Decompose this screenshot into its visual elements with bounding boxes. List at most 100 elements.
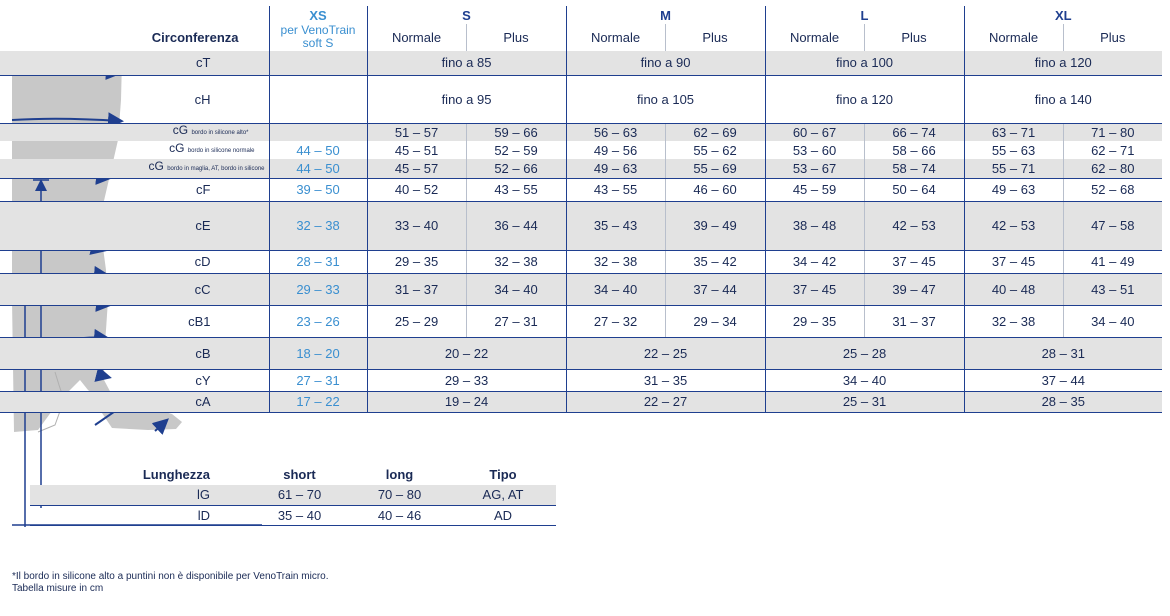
l-normale-value: 37 – 45 bbox=[764, 273, 864, 306]
table-row-cC: cC 29 – 33 31 – 37 34 – 40 34 – 40 37 – … bbox=[0, 273, 1162, 306]
s-normale-value: 31 – 37 bbox=[366, 273, 466, 306]
table-row-cT: cT fino a 85 fino a 90 fino a 100 fino a… bbox=[0, 51, 1162, 76]
m-value: 22 – 25 bbox=[565, 337, 765, 370]
table-row-cG-silicone-normale: cG bordo in silicone normale 44 – 50 45 … bbox=[0, 141, 1162, 159]
m-plus-value: 55 – 69 bbox=[664, 159, 765, 179]
short-header: short bbox=[283, 467, 316, 482]
l-plus: Plus bbox=[863, 24, 964, 51]
xs-value: 39 – 50 bbox=[268, 178, 367, 202]
l-normale-value: 53 – 67 bbox=[764, 159, 864, 179]
m-plus-value: 35 – 42 bbox=[664, 250, 765, 274]
l-plus-value: 66 – 74 bbox=[863, 123, 964, 141]
l-value: fino a 100 bbox=[764, 51, 964, 76]
s-plus-value: 32 – 38 bbox=[465, 250, 566, 274]
m-normale: Normale bbox=[565, 24, 665, 51]
m-plus-value: 37 – 44 bbox=[664, 273, 765, 306]
table-row-cA: cA 17 – 22 19 – 24 22 – 27 25 – 31 28 – … bbox=[0, 391, 1162, 413]
row-label: cB1 bbox=[0, 305, 269, 338]
row-label: cD bbox=[0, 250, 269, 274]
size-l: L bbox=[764, 6, 964, 24]
l-plus-value: 39 – 47 bbox=[863, 273, 964, 306]
table-row-cB: cB 18 – 20 20 – 22 22 – 25 25 – 28 28 – … bbox=[0, 337, 1162, 370]
xl-value: 37 – 44 bbox=[963, 369, 1162, 392]
s-normale-value: 40 – 52 bbox=[366, 178, 466, 202]
s-normale-value: 33 – 40 bbox=[366, 201, 466, 251]
s-plus-value: 43 – 55 bbox=[465, 178, 566, 202]
footnote-units: Tabella misure in cm bbox=[12, 583, 104, 594]
table-row-cD: cD 28 – 31 29 – 35 32 – 38 32 – 38 35 – … bbox=[0, 250, 1162, 274]
length-table-wrap: Lunghezza short long Tipo lG 61 – 70 70 … bbox=[30, 464, 556, 526]
row-label: cA bbox=[0, 391, 269, 413]
s-plus-value: 34 – 40 bbox=[465, 273, 566, 306]
row-label: cH bbox=[0, 75, 269, 124]
tipo-value: AD bbox=[450, 505, 556, 526]
xs-value: 29 – 33 bbox=[268, 273, 367, 306]
m-normale-value: 27 – 32 bbox=[565, 305, 665, 338]
l-plus-value: 42 – 53 bbox=[863, 201, 964, 251]
l-value: 25 – 31 bbox=[764, 391, 964, 413]
table-row-cE: cE 32 – 38 33 – 40 36 – 44 35 – 43 39 – … bbox=[0, 201, 1162, 251]
l-normale-value: 29 – 35 bbox=[764, 305, 864, 338]
s-plus-value: 27 – 31 bbox=[465, 305, 566, 338]
row-label: cG bordo in silicone normale bbox=[0, 141, 269, 159]
l-normale-value: 34 – 42 bbox=[764, 250, 864, 274]
xl-value: 28 – 35 bbox=[963, 391, 1162, 413]
row-label: cY bbox=[0, 369, 269, 392]
s-normale: Normale bbox=[366, 24, 466, 51]
xl-normale-value: 63 – 71 bbox=[963, 123, 1063, 141]
long-value: 40 – 46 bbox=[349, 505, 450, 526]
xl-plus-value: 34 – 40 bbox=[1062, 305, 1162, 338]
m-value: fino a 105 bbox=[565, 75, 765, 124]
xl-plus-value: 47 – 58 bbox=[1062, 201, 1162, 251]
long-header: long bbox=[385, 467, 414, 482]
m-value: 31 – 35 bbox=[565, 369, 765, 392]
short-value: 61 – 70 bbox=[250, 485, 349, 506]
row-label: cF bbox=[0, 178, 269, 202]
xs-value: 17 – 22 bbox=[268, 391, 367, 413]
s-normale-value: 25 – 29 bbox=[366, 305, 466, 338]
short-value: 35 – 40 bbox=[250, 505, 349, 526]
xl-plus-value: 62 – 71 bbox=[1062, 141, 1162, 159]
m-normale-value: 35 – 43 bbox=[565, 201, 665, 251]
row-label: cT bbox=[0, 51, 269, 76]
footnotes: *Il bordo in silicone alto a puntini non… bbox=[12, 571, 328, 595]
xl-normale-value: 42 – 53 bbox=[963, 201, 1063, 251]
xl-plus-value: 71 – 80 bbox=[1062, 123, 1162, 141]
size-xs: XS bbox=[268, 6, 367, 24]
tipo-value: AG, AT bbox=[450, 485, 556, 506]
m-normale-value: 32 – 38 bbox=[565, 250, 665, 274]
row-label-note: bordo in maglia, AT, bordo in silicone bbox=[167, 166, 265, 173]
l-normale: Normale bbox=[764, 24, 864, 51]
s-normale-value: 51 – 57 bbox=[366, 123, 466, 141]
row-label: lD bbox=[30, 505, 250, 526]
length-row-lD: lD 35 – 40 40 – 46 AD bbox=[30, 505, 556, 526]
xs-subtitle: per VenoTrain soft S bbox=[268, 24, 367, 51]
size-m: M bbox=[565, 6, 765, 24]
row-label-main: cG bbox=[172, 123, 189, 138]
xl-value: 28 – 31 bbox=[963, 337, 1162, 370]
m-normale-value: 43 – 55 bbox=[565, 178, 665, 202]
table-row-cG-maglia: cG bordo in maglia, AT, bordo in silicon… bbox=[0, 159, 1162, 179]
xs-value bbox=[268, 75, 367, 124]
tipo-header: Tipo bbox=[489, 467, 517, 482]
xs-value: 44 – 50 bbox=[268, 159, 367, 179]
m-plus-value: 29 – 34 bbox=[664, 305, 765, 338]
l-plus-value: 50 – 64 bbox=[863, 178, 964, 202]
m-plus-value: 46 – 60 bbox=[664, 178, 765, 202]
xl-value: fino a 140 bbox=[963, 75, 1162, 124]
xs-value: 32 – 38 bbox=[268, 201, 367, 251]
l-plus-value: 58 – 66 bbox=[863, 141, 964, 159]
xl-normale-value: 37 – 45 bbox=[963, 250, 1063, 274]
xl-normale-value: 55 – 71 bbox=[963, 159, 1063, 179]
row-label: cG bordo in maglia, AT, bordo in silicon… bbox=[0, 159, 269, 179]
table-row-cG-silicone-alto: cG bordo in silicone alto* 51 – 57 59 – … bbox=[0, 123, 1162, 141]
lunghezza-label: Lunghezza bbox=[142, 467, 210, 482]
xl-plus-value: 52 – 68 bbox=[1062, 178, 1162, 202]
row-label: cB bbox=[0, 337, 269, 370]
s-plus-value: 52 – 66 bbox=[465, 159, 566, 179]
header-row-sizes: XS S M L XL bbox=[0, 6, 1162, 24]
size-table: XS S M L XL Circonferenza per VenoTrain … bbox=[0, 6, 1162, 413]
s-plus-value: 59 – 66 bbox=[465, 123, 566, 141]
length-table: Lunghezza short long Tipo lG 61 – 70 70 … bbox=[30, 464, 556, 526]
xl-normale-value: 49 – 63 bbox=[963, 178, 1063, 202]
